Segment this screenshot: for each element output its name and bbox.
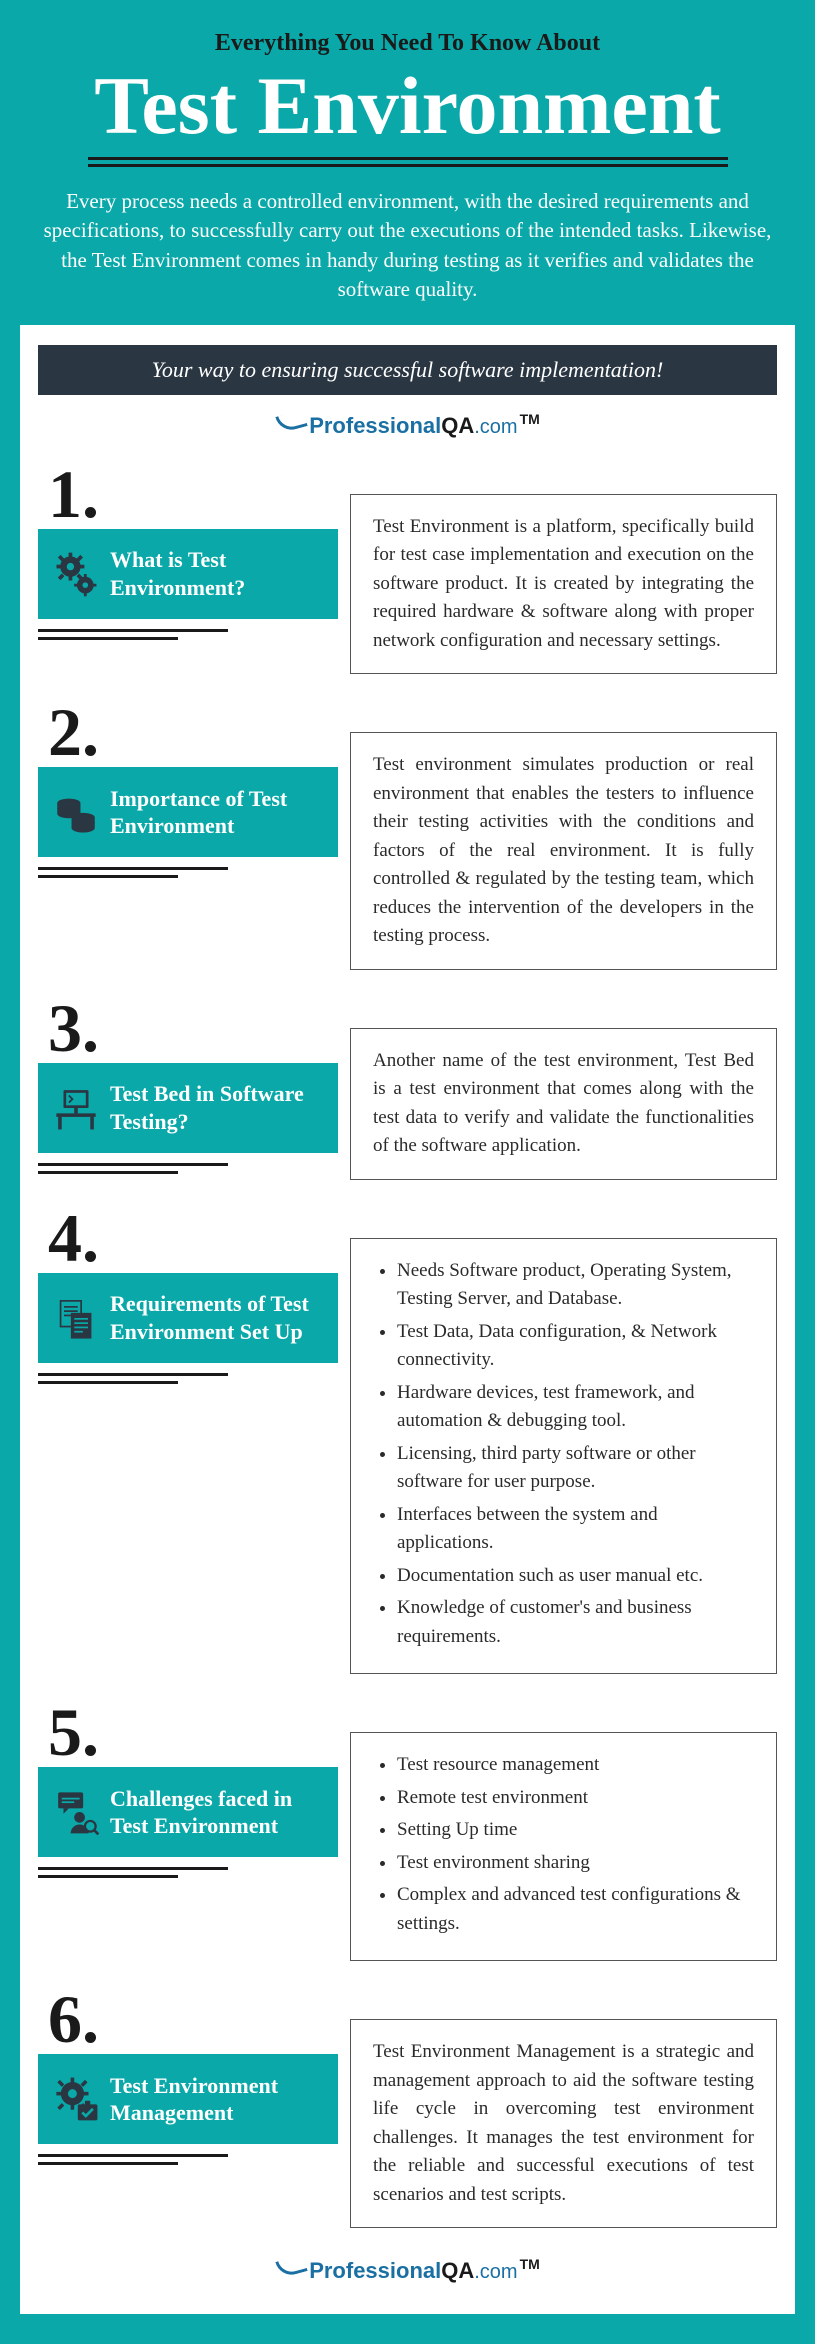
banner: Your way to ensuring successful software… [38, 345, 777, 395]
section-underline [38, 867, 228, 878]
section-number: 3. [38, 998, 338, 1059]
title-underline [88, 157, 728, 167]
section-number: 1. [38, 464, 338, 525]
list-item: Documentation such as user manual etc. [397, 1562, 754, 1591]
section-left: 2. Importance of Test Environment [38, 702, 338, 878]
section-text: Another name of the test environment, Te… [373, 1047, 754, 1161]
section-text: Test Environment Management is a strateg… [373, 2038, 754, 2209]
logo-tm: TM [520, 411, 540, 427]
main-title: Test Environment [20, 65, 795, 147]
section-title: What is Test Environment? [110, 546, 324, 601]
section-underline [38, 1867, 228, 1878]
section-list: Needs Software product, Operating System… [373, 1257, 754, 1652]
section-body-box: Another name of the test environment, Te… [350, 1028, 777, 1180]
logo-com: .com [474, 416, 517, 438]
logo-com: .com [474, 2261, 517, 2283]
list-item: Test Data, Data configuration, & Network… [397, 1318, 754, 1375]
section-1: 1. What is Test Environment? Test Enviro… [38, 464, 777, 675]
section-underline [38, 2154, 228, 2165]
computer-desk-icon [48, 1080, 104, 1136]
section-4: 4. Requirements of Test Environment Set … [38, 1208, 777, 1675]
section-body-box: Needs Software product, Operating System… [350, 1238, 777, 1675]
list-item: Complex and advanced test configurations… [397, 1881, 754, 1938]
sections-wrap: 1. What is Test Environment? Test Enviro… [38, 464, 777, 2229]
logo-professional: Professional [309, 2258, 441, 2283]
section-underline [38, 1163, 228, 1174]
logo-professional: Professional [309, 413, 441, 438]
section-left: 6. Test Environment Management [38, 1989, 338, 2165]
section-number: 5. [38, 1702, 338, 1763]
section-2: 2. Importance of Test Environment Test e… [38, 702, 777, 970]
list-item: Hardware devices, test framework, and au… [397, 1379, 754, 1436]
section-number: 4. [38, 1208, 338, 1269]
section-body-box: Test resource management Remote test envi… [350, 1732, 777, 1961]
list-item: Setting Up time [397, 1816, 754, 1845]
section-body-box: Test environment simulates production or… [350, 732, 777, 970]
section-5: 5. Challenges faced in Test Environment … [38, 1702, 777, 1961]
intro-text: Every process needs a controlled environ… [20, 187, 795, 305]
list-item: Remote test environment [397, 1784, 754, 1813]
logo-qa: QA [441, 413, 474, 438]
section-left: 3. Test Bed in Software Testing? [38, 998, 338, 1174]
section-number: 2. [38, 702, 338, 763]
content-panel: Your way to ensuring successful software… [20, 325, 795, 2315]
section-text: Test environment simulates production or… [373, 751, 754, 951]
logo-top: ProfessionalQA.com TM [38, 413, 777, 439]
section-body-box: Test Environment Management is a strateg… [350, 2019, 777, 2228]
section-underline [38, 1373, 228, 1384]
person-chat-icon [48, 1784, 104, 1840]
section-title: Requirements of Test Environment Set Up [110, 1290, 324, 1345]
section-title-box: Test Environment Management [38, 2054, 338, 2144]
list-item: Test resource management [397, 1751, 754, 1780]
section-title: Test Bed in Software Testing? [110, 1080, 324, 1135]
section-number: 6. [38, 1989, 338, 2050]
coins-icon [48, 784, 104, 840]
section-title: Test Environment Management [110, 2072, 324, 2127]
list-item: Licensing, third party software or other… [397, 1440, 754, 1497]
section-title: Challenges faced in Test Environment [110, 1785, 324, 1840]
logo-qa: QA [441, 2258, 474, 2283]
list-item: Needs Software product, Operating System… [397, 1257, 754, 1314]
infographic-container: Everything You Need To Know About Test E… [0, 0, 815, 2344]
logo-bottom: ProfessionalQA.com TM [38, 2258, 777, 2284]
pretitle: Everything You Need To Know About [20, 30, 795, 57]
documents-icon [48, 1290, 104, 1346]
section-left: 5. Challenges faced in Test Environment [38, 1702, 338, 1878]
section-title-box: Importance of Test Environment [38, 767, 338, 857]
section-6: 6. Test Environment Management Test Envi… [38, 1989, 777, 2228]
section-title-box: What is Test Environment? [38, 529, 338, 619]
logo-tm: TM [520, 2256, 540, 2272]
section-left: 4. Requirements of Test Environment Set … [38, 1208, 338, 1384]
section-underline [38, 629, 228, 640]
section-title-box: Test Bed in Software Testing? [38, 1063, 338, 1153]
list-item: Interfaces between the system and applic… [397, 1501, 754, 1558]
logo-swoosh-icon [275, 2258, 305, 2276]
section-title-box: Challenges faced in Test Environment [38, 1767, 338, 1857]
logo-swoosh-icon [275, 413, 305, 431]
gear-check-icon [48, 2071, 104, 2127]
section-text: Test Environment is a platform, specific… [373, 513, 754, 656]
section-title: Importance of Test Environment [110, 785, 324, 840]
section-left: 1. What is Test Environment? [38, 464, 338, 640]
section-body-box: Test Environment is a platform, specific… [350, 494, 777, 675]
list-item: Test environment sharing [397, 1849, 754, 1878]
section-title-box: Requirements of Test Environment Set Up [38, 1273, 338, 1363]
list-item: Knowledge of customer's and business req… [397, 1594, 754, 1651]
gears-icon [48, 546, 104, 602]
section-3: 3. Test Bed in Software Testing? Another… [38, 998, 777, 1180]
section-list: Test resource management Remote test envi… [373, 1751, 754, 1938]
